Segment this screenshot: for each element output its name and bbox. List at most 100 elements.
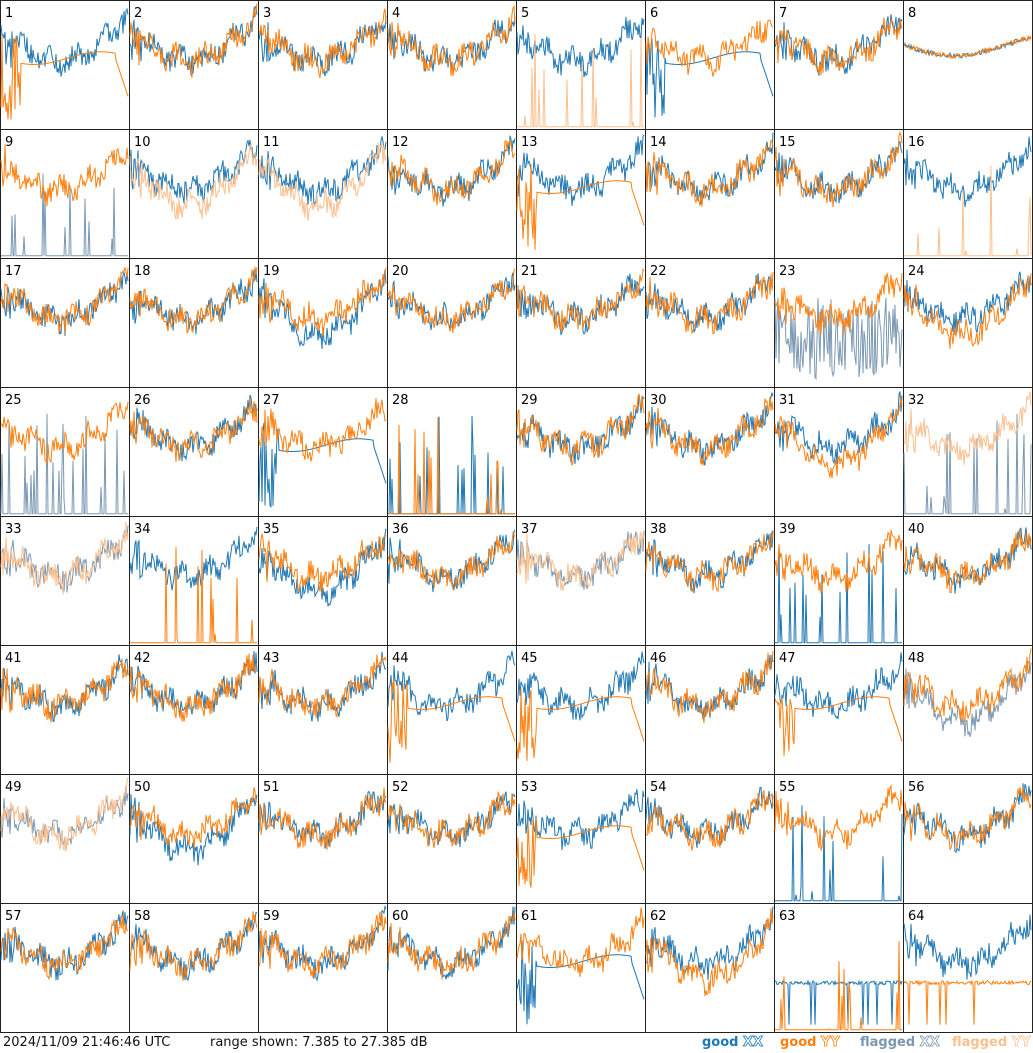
panel-62-yy-trace bbox=[645, 908, 774, 997]
panel-number: 33 bbox=[5, 522, 22, 537]
panel-2-xx-trace bbox=[129, 6, 258, 76]
panel-36: 36 bbox=[387, 516, 517, 646]
panel-number: 18 bbox=[134, 264, 151, 279]
panel-22: 22 bbox=[645, 258, 775, 388]
panel-8-yy-trace bbox=[903, 34, 1032, 60]
panel-6-yy-trace bbox=[645, 19, 774, 77]
panel-52-yy-trace bbox=[387, 790, 516, 849]
panel-number: 56 bbox=[908, 780, 925, 795]
panel-number: 13 bbox=[521, 135, 538, 150]
panel-5: 5 bbox=[516, 0, 646, 130]
panel-4-yy-trace bbox=[387, 4, 516, 77]
panel-45: 45 bbox=[516, 645, 646, 775]
panel-11: 11 bbox=[258, 129, 388, 259]
panel-35: 35 bbox=[258, 516, 388, 646]
panel-42: 42 bbox=[129, 645, 259, 775]
panel-45-xx-trace bbox=[516, 651, 645, 721]
panel-4: 4 bbox=[387, 0, 517, 130]
panel-55: 55 bbox=[774, 774, 904, 904]
legend-good-xx-pol: XX bbox=[743, 1035, 764, 1051]
panel-37-xx-trace bbox=[516, 530, 645, 590]
panel-53-yy-trace bbox=[516, 817, 645, 888]
panel-28-yy-trace bbox=[388, 417, 515, 515]
panel-9: 9 bbox=[0, 129, 130, 259]
panel-number: 55 bbox=[779, 780, 796, 795]
panel-55-yy-trace bbox=[774, 783, 903, 851]
panel-48: 48 bbox=[903, 645, 1033, 775]
panel-55-xx-trace bbox=[775, 805, 903, 902]
panel-32-xx-trace bbox=[903, 413, 1032, 515]
panel-3-yy-trace bbox=[258, 8, 387, 79]
panel-29-yy-trace bbox=[516, 393, 645, 466]
panel-60: 60 bbox=[387, 903, 517, 1033]
panel-number: 45 bbox=[521, 651, 538, 666]
panel-number: 9 bbox=[5, 135, 13, 150]
panel-2: 2 bbox=[129, 0, 259, 130]
panel-number: 29 bbox=[521, 393, 538, 408]
panel-number: 14 bbox=[650, 135, 667, 150]
panel-35-xx-trace bbox=[258, 528, 387, 607]
panel-40-xx-trace bbox=[903, 527, 1032, 594]
panel-23: 23 bbox=[774, 258, 904, 388]
panel-25-xx-trace bbox=[0, 413, 128, 515]
panel-54: 54 bbox=[645, 774, 775, 904]
panel-34-xx-trace bbox=[129, 526, 258, 591]
panel-number: 49 bbox=[5, 780, 22, 795]
panel-number: 37 bbox=[521, 522, 538, 537]
panel-14-yy-trace bbox=[645, 139, 774, 207]
panel-number: 53 bbox=[521, 780, 538, 795]
legend-good-yy-prefix: good bbox=[780, 1035, 817, 1050]
panel-24-xx-trace bbox=[903, 271, 1032, 335]
panel-32-yy-trace bbox=[903, 391, 1032, 465]
panel-48-xx-trace bbox=[903, 660, 1032, 737]
panel-11-yy-trace bbox=[258, 142, 387, 221]
panel-19: 19 bbox=[258, 258, 388, 388]
panel-64-xx-trace bbox=[903, 914, 1032, 980]
panel-61: 61 bbox=[516, 903, 646, 1033]
panel-33: 33 bbox=[0, 516, 130, 646]
panel-52: 52 bbox=[387, 774, 517, 904]
panel-44-yy-trace bbox=[387, 678, 516, 763]
panel-37: 37 bbox=[516, 516, 646, 646]
panel-64-yy-trace bbox=[903, 979, 1032, 1025]
panel-11-xx-trace bbox=[258, 136, 387, 207]
panel-32: 32 bbox=[903, 387, 1033, 517]
panel-41: 41 bbox=[0, 645, 130, 775]
panel-24: 24 bbox=[903, 258, 1033, 388]
panel-7: 7 bbox=[774, 0, 904, 130]
panel-number: 8 bbox=[908, 6, 916, 21]
panel-56-yy-trace bbox=[903, 786, 1032, 851]
panel-10-yy-trace bbox=[129, 142, 258, 220]
panel-23-yy-trace bbox=[774, 272, 903, 335]
panel-5-xx-trace bbox=[516, 16, 645, 78]
panel-13-yy-trace bbox=[516, 163, 645, 250]
panel-31-yy-trace bbox=[774, 396, 903, 479]
legend-flagged-xx-prefix: flagged bbox=[860, 1035, 916, 1050]
panel-6-xx-trace bbox=[645, 38, 774, 118]
panel-9-xx-trace bbox=[1, 173, 128, 257]
panel-number: 41 bbox=[5, 651, 22, 666]
panel-5-yy-trace bbox=[517, 33, 644, 128]
timestamp: 2024/11/09 21:46:46 UTC bbox=[3, 1035, 171, 1050]
panel-47: 47 bbox=[774, 645, 904, 775]
panel-62-xx-trace bbox=[645, 906, 774, 981]
panel-45-yy-trace bbox=[516, 688, 645, 761]
panel-42-yy-trace bbox=[129, 653, 258, 722]
panel-57: 57 bbox=[0, 903, 130, 1033]
panel-14: 14 bbox=[645, 129, 775, 259]
panel-19-xx-trace bbox=[258, 269, 387, 349]
legend-flagged-yy-prefix: flagged bbox=[952, 1035, 1008, 1050]
panel-24-yy-trace bbox=[903, 273, 1032, 349]
panel-33-yy-trace bbox=[0, 521, 129, 595]
panel-number: 15 bbox=[779, 135, 796, 150]
panel-number: 11 bbox=[263, 135, 280, 150]
panel-number: 50 bbox=[134, 780, 151, 795]
panel-54-yy-trace bbox=[645, 789, 774, 851]
panel-59: 59 bbox=[258, 903, 388, 1033]
panel-number: 51 bbox=[263, 780, 280, 795]
panel-number: 16 bbox=[908, 135, 925, 150]
panel-number: 21 bbox=[521, 264, 538, 279]
legend-good-xx: good XX bbox=[702, 1033, 763, 1053]
panel-number: 6 bbox=[650, 6, 658, 21]
panel-46: 46 bbox=[645, 645, 775, 775]
